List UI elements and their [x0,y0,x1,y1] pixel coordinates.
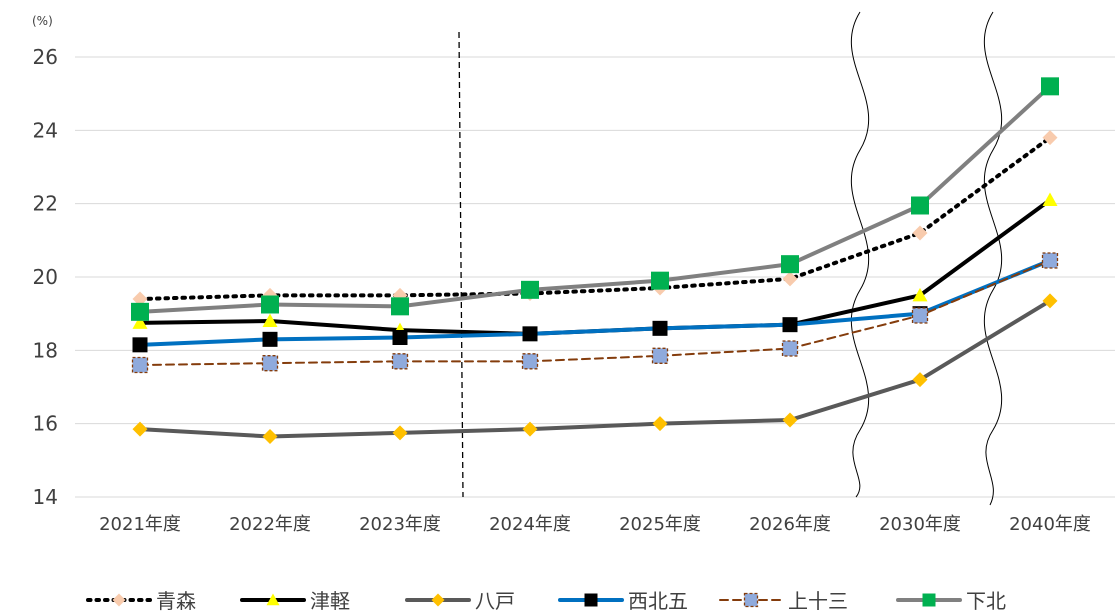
data-point [652,416,668,432]
data-point [131,356,149,374]
data-point [392,330,408,345]
legend-label: 上十三 [788,589,848,612]
data-point [262,429,278,444]
forecast-divider-line [458,31,464,498]
legend-marker-swatch [112,593,126,607]
data-point [261,295,279,314]
series-group [131,77,1059,444]
series-line [138,298,1052,439]
y-axis-ticks: 14 16 18 20 22 24 26 [33,45,58,509]
series-line [138,135,1052,301]
legend-entry: 下北 [896,589,1006,612]
y-tick-label: 18 [33,338,58,362]
y-tick-label: 14 [33,485,58,509]
data-point [391,297,409,316]
data-point [782,271,798,287]
data-point [132,315,148,329]
data-point [522,421,538,437]
series-line [139,259,1051,366]
x-tick-label: 2022年度 [229,514,311,535]
legend-entry: 津軽 [240,589,350,612]
data-point [392,425,408,441]
data-point [1041,252,1059,269]
series-line [138,84,1052,314]
x-tick-label: 2040年度 [1009,514,1091,535]
data-point [652,320,668,336]
legend-label: 津軽 [310,589,350,612]
y-tick-label: 20 [33,265,58,289]
legend-label: 西北五 [628,589,688,612]
data-point [132,337,148,353]
data-point [912,287,928,302]
data-point [521,353,539,370]
data-point [1042,192,1058,206]
data-point [132,291,148,307]
gridlines [75,56,1115,498]
series-1 [132,130,1058,307]
data-point [1041,77,1059,96]
legend-label: 下北 [966,589,1006,612]
series-line [138,258,1052,347]
x-tick-label: 2026年度 [749,514,831,535]
legend-marker-swatch [922,593,936,607]
legend-entry: 西北五 [558,589,688,612]
axis-break-wave-1 [850,11,870,498]
legend-entry: 八戸 [405,589,515,612]
legend-marker-swatch [431,593,445,607]
y-tick-label: 24 [33,118,58,142]
data-point [522,326,538,342]
data-point [1042,293,1058,309]
legend-marker-swatch [266,593,280,606]
x-tick-label: 2024年度 [489,514,571,535]
x-tick-label: 2021年度 [99,514,181,535]
data-point [651,271,669,290]
data-point [261,355,279,372]
data-point [911,196,929,215]
series-6 [131,77,1059,321]
data-point [262,331,278,347]
data-point [521,280,539,299]
data-point [132,421,148,437]
x-axis-ticks: 2021年度 2022年度 2023年度 2024年度 2025年度 2026年度 2030… [99,514,1091,535]
data-point [651,347,669,364]
series-4 [132,253,1058,353]
data-point [781,340,799,357]
data-point [912,225,928,241]
data-point [391,353,409,370]
series-5 [131,252,1059,374]
data-point [782,317,798,333]
legend: 青森 津軽 八戸 西北五 上十三 下北 [86,589,1006,612]
series-3 [132,293,1058,444]
axis-break-wave-2 [983,11,1003,506]
legend-entry: 上十三 [719,589,848,612]
y-tick-label: 26 [33,45,58,69]
legend-label: 八戸 [475,589,515,612]
data-point [911,307,929,324]
y-axis-unit-label: (%) [32,14,53,28]
x-tick-label: 2025年度 [619,514,701,535]
data-point [131,302,149,321]
data-point [912,372,928,388]
legend-marker-swatch [743,592,759,608]
y-tick-label: 16 [33,412,58,436]
data-point [262,313,278,327]
data-point [1042,130,1058,146]
legend-label: 青森 [156,589,196,612]
data-point [782,412,798,428]
y-tick-label: 22 [33,192,58,216]
legend-marker-swatch [584,593,598,607]
legend-entry: 青森 [86,589,196,612]
x-tick-label: 2023年度 [359,514,441,535]
x-tick-label: 2030年度 [879,514,961,535]
data-point [781,255,799,274]
